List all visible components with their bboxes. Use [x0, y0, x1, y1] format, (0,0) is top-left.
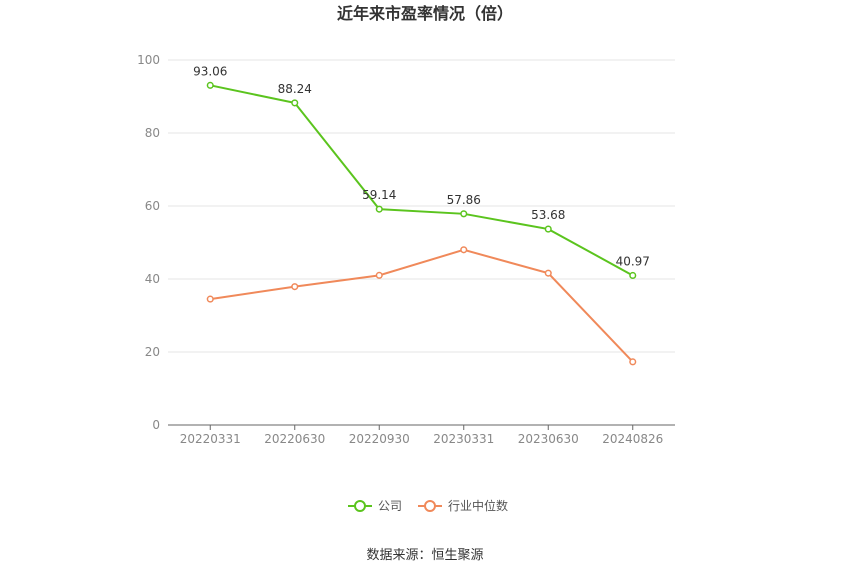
legend-label: 公司 — [378, 499, 402, 513]
data-point — [460, 246, 468, 254]
x-tick-label: 20230331 — [433, 432, 494, 446]
x-tick-label: 20220331 — [180, 432, 241, 446]
legend-marker — [424, 500, 436, 512]
data-point — [544, 225, 552, 233]
data-point — [375, 271, 383, 279]
data-label: 88.24 — [278, 82, 312, 96]
series-line — [210, 84, 634, 277]
y-tick-label: 60 — [145, 199, 160, 213]
y-tick-label: 40 — [145, 272, 160, 286]
data-point — [206, 295, 214, 303]
x-tick-label: 20220930 — [349, 432, 410, 446]
grid-lines — [168, 59, 675, 353]
x-axis: 20220331 20220630 20220930 20230331 20230630… — [168, 424, 675, 446]
y-tick-label: 20 — [145, 345, 160, 359]
y-tick-label: 100 — [137, 53, 160, 67]
data-point — [629, 271, 637, 280]
chart-title: 近年来市盈率情况（倍） — [337, 4, 513, 23]
x-tick-label: 20230630 — [518, 432, 579, 446]
data-point — [460, 210, 468, 218]
data-label: 93.06 — [193, 64, 227, 78]
legend: 公司 行业中位数 — [348, 498, 508, 513]
data-point — [544, 269, 552, 277]
data-label: 53.68 — [531, 208, 565, 222]
data-label: 57.86 — [447, 193, 481, 207]
series-line — [210, 248, 634, 363]
data-point — [291, 99, 299, 107]
data-label: 59.14 — [362, 188, 396, 202]
x-tick-label: 20220630 — [264, 432, 325, 446]
y-tick-label: 80 — [145, 126, 160, 140]
legend-marker — [354, 500, 366, 512]
legend-label: 行业中位数 — [448, 498, 508, 513]
data-point — [375, 205, 383, 213]
x-tick-label: 20240826 — [602, 432, 663, 446]
data-point — [291, 283, 299, 291]
data-point — [629, 358, 637, 366]
data-label: 40.97 — [616, 254, 650, 268]
source-note: 数据来源：恒生聚源 — [366, 548, 483, 563]
y-tick-label: 0 — [152, 418, 160, 432]
y-axis: 0 20 40 60 80 100 — [137, 53, 160, 432]
data-point — [206, 81, 214, 89]
series-layer: 93.06 88.24 59.14 57.86 53.68 40.97 — [193, 64, 650, 366]
